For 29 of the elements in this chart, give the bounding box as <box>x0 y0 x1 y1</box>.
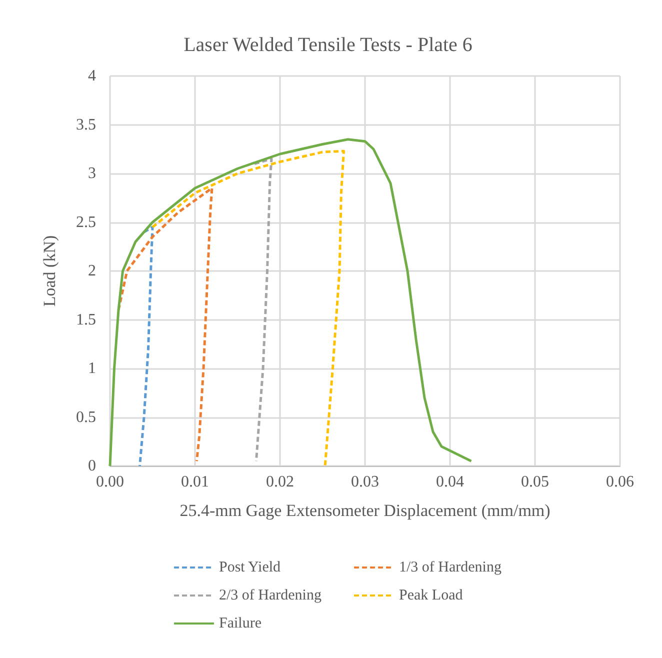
y-tick-label: 1 <box>88 360 96 377</box>
y-axis-title: Load (kN) <box>40 235 59 307</box>
x-axis-title: 25.4-mm Gage Extensometer Displacement (mm/mm) <box>180 501 550 520</box>
x-tick-label: 0.05 <box>521 474 549 490</box>
legend-label: Failure <box>219 616 262 632</box>
x-tick-label: 0.02 <box>266 474 294 490</box>
chart-title: Laser Welded Tensile Tests - Plate 6 <box>184 34 472 56</box>
x-tick-label: 0.00 <box>96 474 124 490</box>
x-tick-label: 0.03 <box>351 474 379 490</box>
line-series <box>151 150 345 468</box>
y-tick-label: 0 <box>88 458 96 474</box>
legend-label: 2/3 of Hardening <box>219 588 322 604</box>
y-tick-label: 1.5 <box>76 311 96 328</box>
y-tick-label: 2.5 <box>76 214 96 231</box>
x-tick-label: 0.06 <box>606 474 634 490</box>
legend-label: Peak Load <box>399 588 464 604</box>
x-tick-label: 0.01 <box>181 474 209 490</box>
y-tick-label: 2 <box>88 262 96 280</box>
line-series <box>117 186 214 462</box>
x-tick-label: 0.04 <box>436 474 464 490</box>
legend-label: 1/3 of Hardening <box>399 560 502 576</box>
y-tick-label: 3.5 <box>76 116 96 134</box>
line-series <box>108 138 472 468</box>
line-series <box>253 158 273 462</box>
y-tick-label: 4 <box>88 68 96 84</box>
legend-label: Post Yield <box>219 560 282 576</box>
y-tick-label: 3 <box>88 165 96 182</box>
line-series <box>138 226 154 468</box>
y-tick-label: 0.5 <box>76 408 96 426</box>
